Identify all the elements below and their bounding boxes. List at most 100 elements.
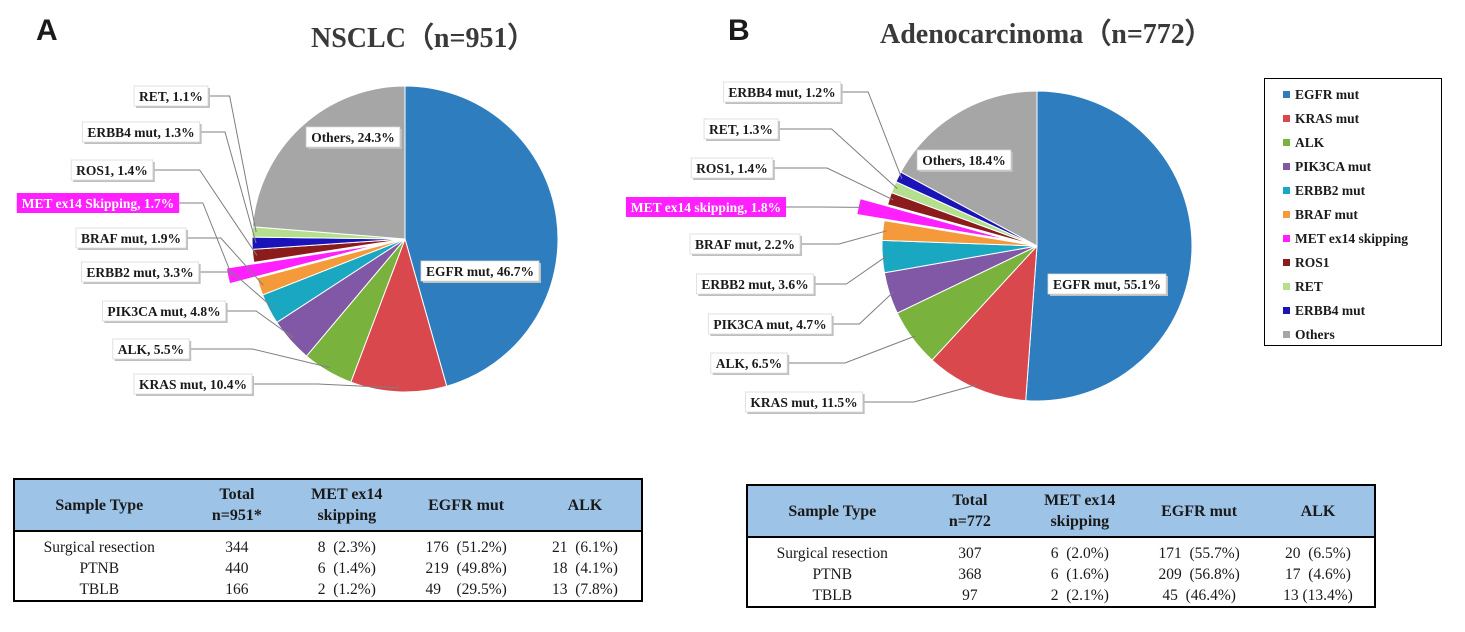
table-cell: TBLB [79,580,120,598]
legend-item-kras-mut: KRAS mut [1283,111,1359,127]
column-header: EGFR mut [1136,485,1262,538]
label-box-erbb4-mut [81,121,201,143]
pie-slice-egfr-mut [404,85,559,387]
pie-slice-kras-mut [931,244,1038,402]
table-cell: 344 [225,538,249,556]
table-cell: 21 (6.1%) [552,538,618,556]
label-box-alk [710,352,788,374]
data-label-ret: RET, 1.3% [709,122,773,137]
data-label-pik3ca-mut: PIK3CA mut, 4.8% [107,304,220,319]
legend-label: Others [1295,327,1335,342]
label-box-pik3ca-mut [101,300,227,322]
column-header: ALK [528,479,642,532]
data-label-erbb4-mut: ERBB4 mut, 1.3% [87,125,194,140]
legend-item-erbb4-mut: ERBB4 mut [1283,303,1365,319]
column-header: EGFR mut [403,479,529,532]
label-box-egfr-mut [420,260,540,282]
data-label-egfr-mut: EGFR mut, 46.7% [426,264,534,279]
legend-swatch [1283,283,1290,290]
leader-line-ret [207,95,257,233]
legend-item-pik3ca-mut: PIK3CA mut [1283,159,1371,175]
legend-label: BRAF mut [1295,207,1358,222]
legend-swatch [1283,211,1290,218]
table-cell: 171 (55.7%) [1158,544,1240,562]
data-label-alk: ALK, 6.5% [716,356,782,371]
leader-line-ret [777,128,898,190]
chart-legend: EGFR mut KRAS mut ALK PIK3CA mut ERBB2 mut BR… [1264,78,1442,346]
table-cell: 2 (1.2%) [317,580,376,598]
pie-slice-met-ex14-skipping [225,244,378,285]
label-box-ret [703,118,779,140]
table-cell: Surgical resection [776,544,888,562]
pie-labels-adeno: EGFR mut, 55.1% KRAS mut, 11.5% ALK, 6.5% P… [625,81,1168,414]
column-header-line: Total [219,486,255,503]
table-row: Surgical resection 344 8 (2.3%) 176 (51.2%)… [14,531,642,558]
data-label-egfr-mut: EGFR mut, 55.1% [1053,277,1161,292]
data-label-erbb2-mut: ERBB2 mut, 3.6% [701,277,808,292]
table-cell: 8 (2.3%) [317,538,376,556]
label-box-met-ex14-skipping [16,193,180,213]
table-cell: PTNB [812,565,853,583]
data-label-met-ex14-skipping: MET ex14 skipping, 1.8% [631,200,781,215]
leader-line-pik3ca-mut [831,291,894,325]
leader-line-erbb2-mut [813,255,887,285]
label-box-ros1 [690,157,774,179]
data-label-erbb2-mut: ERBB2 mut, 3.3% [86,265,193,280]
label-box-others [305,126,401,148]
table-row: PTNB 368 6 (1.6%) 209 (56.8%) 17 (4.6%) [747,564,1375,585]
pie-slice-braf-mut [881,219,1038,247]
data-label-kras-mut: KRAS mut, 10.4% [139,377,247,392]
pie-slices-nsclc [225,85,559,393]
leader-line-kras-mut [862,384,978,403]
label-box-others [916,149,1012,171]
table-cell: 97 [962,586,978,604]
table-row: TBLB 97 2 (2.1%) 45 (46.4%) 13 (13.4%) [747,585,1375,607]
chart-title-nsclc: NSCLC（n=951） [311,23,536,54]
legend-item-ret: RET [1283,279,1323,295]
table-cell: 368 [958,565,982,583]
legend-label: ALK [1295,135,1325,150]
column-header-line: Total [952,492,988,509]
legend-item-others: Others [1283,327,1335,343]
column-header: ALK [1261,485,1375,538]
label-box-pik3ca-mut [707,313,833,335]
table-cell: 18 (4.1%) [552,559,618,577]
label-box-erbb2-mut [695,273,815,295]
table-cell: 13 (13.4%) [1283,586,1353,604]
legend-item-met-ex14-skipping: MET ex14 skipping [1283,231,1408,247]
pie-slice-met-ex14-skipping [856,198,1010,241]
legend-swatch [1283,307,1290,314]
table-cell: 440 [225,559,249,577]
leader-line-met-ex14-skipping [179,202,233,276]
label-box-erbb4-mut [722,81,842,103]
column-header: Total n=772 [916,485,1024,538]
legend-item-alk: ALK [1283,135,1324,151]
table-cell: 176 (51.2%) [425,538,507,556]
legend-label: PIK3CA mut [1295,159,1372,174]
table-row: PTNB 440 6 (1.4%) 219 (49.8%) 18 (4.1%) [14,558,642,579]
legend-item-erbb2-mut: ERBB2 mut [1283,183,1365,199]
panel-letter-b: B [728,14,750,47]
table-cell: Surgical resection [43,538,155,556]
table-cell: 20 (6.5%) [1285,544,1351,562]
legend-swatch [1283,91,1290,98]
leader-line-alk [189,348,330,368]
table-cell: 209 (56.8%) [1158,565,1240,583]
data-label-kras-mut: KRAS mut, 11.5% [750,395,857,410]
data-label-others: Others, 24.3% [311,130,395,145]
table-row: TBLB 166 2 (1.2%) 49 (29.5%) 13 (7.8%) [14,579,642,601]
data-label-others: Others, 18.4% [922,153,1006,168]
table-cell: 6 (2.0%) [1050,544,1109,562]
data-label-ret: RET, 1.1% [139,89,203,104]
pie-slice-kras-mut [350,237,448,393]
column-header: Sample Type [14,479,184,532]
table-cell: 6 (1.4%) [317,559,376,577]
leader-line-erbb2-mut [198,271,273,308]
leader-line-kras-mut [252,383,399,389]
table-cell: 45 (46.4%) [1162,586,1236,604]
table-cell: 49 (29.5%) [425,580,507,598]
table-cell: 6 (1.6%) [1050,565,1109,583]
label-box-ros1 [70,159,154,181]
column-header-line: MET ex14 [311,486,383,503]
table-row: Surgical resection 307 6 (2.0%) 171 (55.7%)… [747,537,1375,564]
